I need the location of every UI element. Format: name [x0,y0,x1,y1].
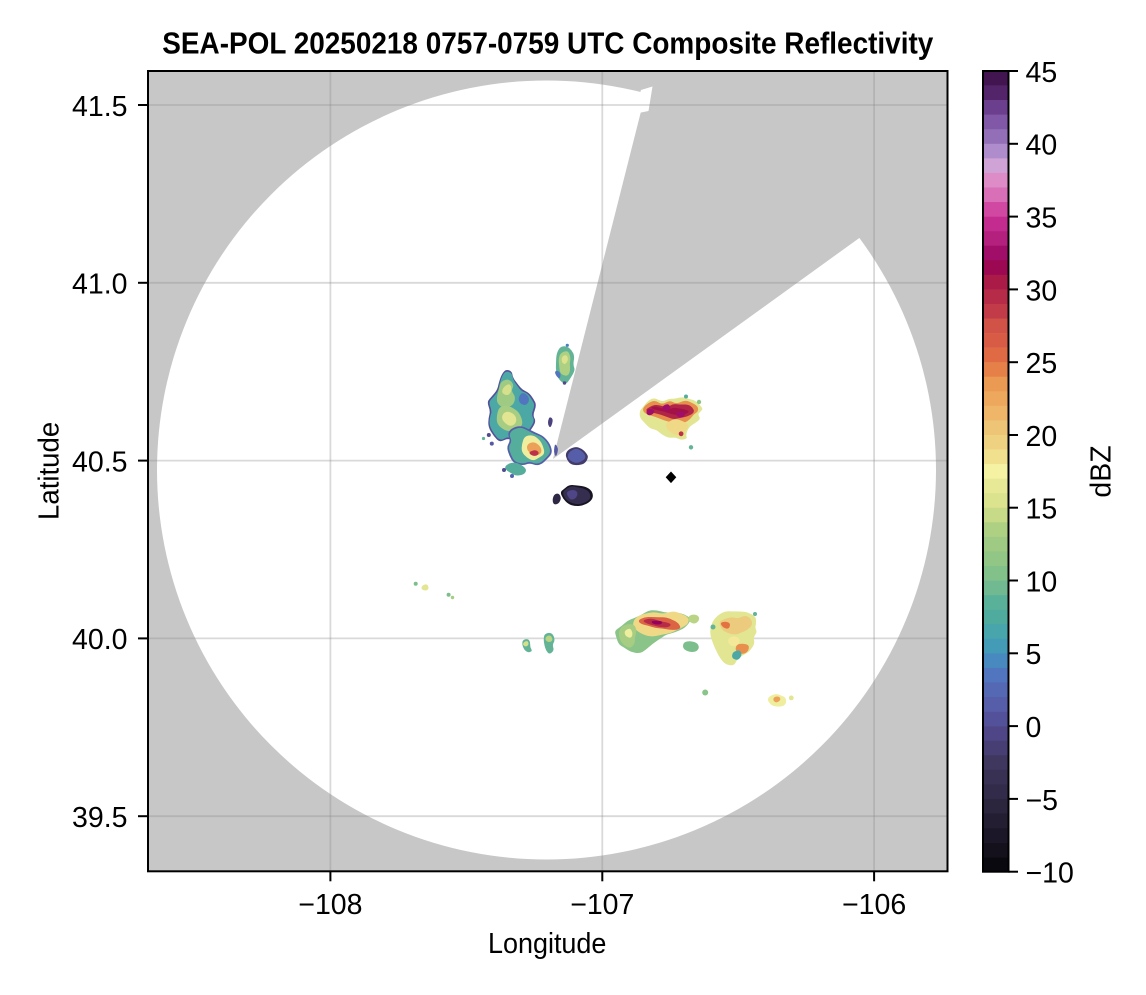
svg-text:30: 30 [1026,275,1058,307]
svg-text:41.0: 41.0 [72,269,127,301]
svg-text:SEA-POL 20250218 0757-0759 UTC: SEA-POL 20250218 0757-0759 UTC Composite… [162,26,934,61]
svg-text:−106: −106 [842,889,906,921]
svg-text:−107: −107 [570,889,634,921]
svg-text:−5: −5 [1026,785,1059,817]
svg-text:35: 35 [1026,203,1058,235]
svg-text:10: 10 [1026,566,1058,598]
svg-text:dBZ: dBZ [1086,445,1118,497]
svg-text:40.5: 40.5 [72,446,127,478]
svg-text:15: 15 [1026,494,1058,526]
svg-text:0: 0 [1026,712,1042,744]
svg-text:40.0: 40.0 [72,624,127,656]
svg-text:40: 40 [1026,130,1058,162]
svg-text:41.5: 41.5 [72,91,127,123]
svg-text:5: 5 [1026,639,1042,671]
svg-text:−108: −108 [298,889,362,921]
svg-text:25: 25 [1026,348,1058,380]
svg-text:Latitude: Latitude [34,422,66,520]
svg-text:20: 20 [1026,421,1058,453]
svg-text:−10: −10 [1026,858,1074,890]
svg-text:39.5: 39.5 [72,802,127,834]
svg-text:Longitude: Longitude [488,928,607,960]
svg-text:45: 45 [1026,57,1058,89]
